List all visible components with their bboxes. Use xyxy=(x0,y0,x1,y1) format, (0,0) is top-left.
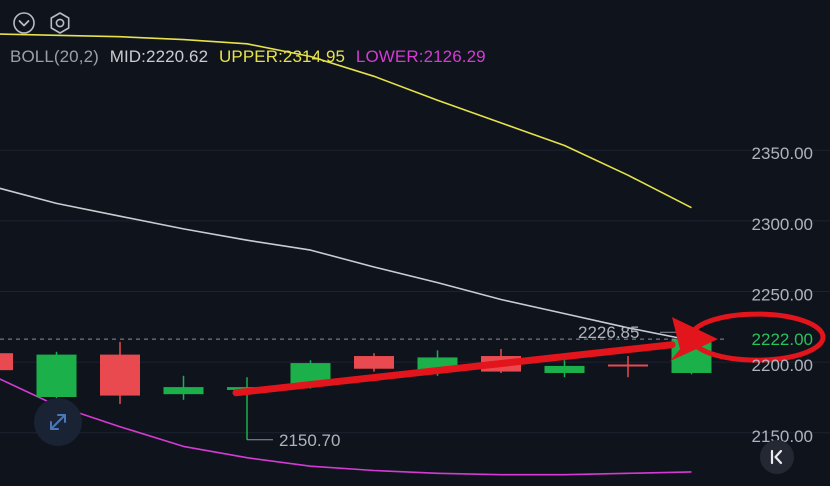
boll-lower-label: LOWER: xyxy=(355,47,424,66)
boll-upper: UPPER:2314.95 xyxy=(219,47,345,66)
expand-icon xyxy=(50,414,66,430)
candle[interactable] xyxy=(544,360,585,378)
boll-lower-value: 2126.29 xyxy=(423,47,486,66)
expand-fullscreen-button[interactable] xyxy=(34,398,82,446)
candle-body xyxy=(0,353,13,371)
boll-mid-line xyxy=(0,187,692,342)
candle-body xyxy=(100,354,140,396)
candle[interactable] xyxy=(163,375,204,400)
boll-name: BOLL(20,2) xyxy=(10,47,99,66)
candle-body xyxy=(354,356,394,369)
boll-lower-line xyxy=(0,378,692,476)
candle[interactable] xyxy=(100,341,140,405)
y-tick-label: 2250.00 xyxy=(752,286,813,305)
boll-mid-value: 2220.62 xyxy=(146,47,209,66)
low-price-label: 2150.70 xyxy=(279,431,340,450)
settings-hexagon-icon[interactable] xyxy=(48,11,72,35)
y-tick-label: 2350.00 xyxy=(752,144,813,163)
candle[interactable] xyxy=(0,345,13,373)
red-arrow-shaft xyxy=(232,341,676,397)
skip-to-start-icon xyxy=(770,449,783,465)
boll-upper-line xyxy=(0,33,692,209)
candle[interactable] xyxy=(608,356,648,378)
boll-mid: MID:2220.62 xyxy=(110,47,208,66)
boll-upper-value: 2314.95 xyxy=(282,47,346,66)
red-circle-annotation xyxy=(688,311,826,363)
boll-upper-label: UPPER: xyxy=(219,47,283,66)
candle-body xyxy=(163,387,204,395)
boll-mid-label: MID: xyxy=(109,47,147,66)
jump-to-latest-button[interactable] xyxy=(760,440,794,474)
chevron-down-icon[interactable] xyxy=(12,11,36,35)
candle[interactable] xyxy=(354,353,394,372)
high-price-label: 2226.85 xyxy=(578,323,639,342)
candle-body xyxy=(36,354,77,397)
y-tick-label: 2200.00 xyxy=(752,356,813,375)
candle-body xyxy=(608,364,648,367)
y-tick-label: 2150.00 xyxy=(752,427,813,446)
candle[interactable] xyxy=(36,351,77,403)
boll-legend: BOLL(20,2) MID:2220.62 UPPER:2314.95 LOW… xyxy=(10,47,486,67)
y-tick-label: 2300.00 xyxy=(752,215,813,234)
boll-lower: LOWER:2126.29 xyxy=(356,47,486,66)
red-arrow-head xyxy=(670,317,718,362)
current-price-label: 2222.00 xyxy=(752,330,813,349)
candle-body xyxy=(544,365,585,373)
